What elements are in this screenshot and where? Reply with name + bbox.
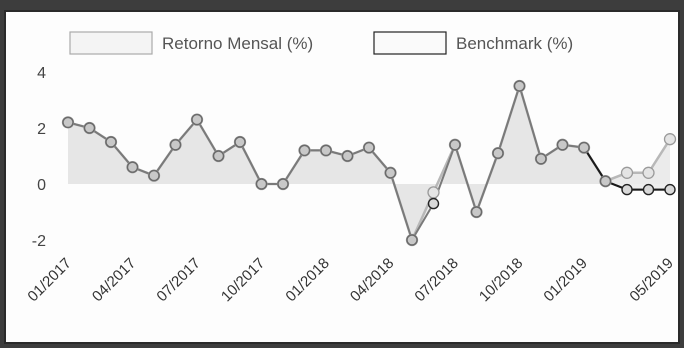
legend-label-2: Benchmark (%) — [456, 34, 573, 53]
benchmark-point — [578, 141, 590, 154]
benchmark-point — [664, 183, 676, 196]
legend-label-1: Retorno Mensal (%) — [162, 34, 313, 53]
x-tick-label: 01/2019 — [540, 255, 590, 305]
benchmark-point — [535, 153, 547, 165]
benchmark-point — [492, 147, 504, 159]
benchmark-point — [255, 178, 268, 190]
benchmark-point — [298, 144, 311, 157]
benchmark-point — [556, 139, 569, 151]
retorno-point — [642, 166, 655, 179]
legend-swatch-1 — [69, 31, 153, 55]
benchmark-point — [470, 206, 483, 218]
benchmark-point — [83, 122, 96, 134]
benchmark-point — [363, 141, 375, 154]
retorno-point — [620, 166, 634, 179]
x-tick-label: 04/2018 — [347, 255, 397, 305]
benchmark-point — [234, 136, 246, 148]
benchmark-point — [384, 167, 397, 179]
benchmark-point — [513, 80, 526, 92]
benchmark-point — [126, 161, 139, 173]
retorno-point — [427, 186, 440, 199]
benchmark-point — [406, 234, 418, 246]
benchmark-point — [427, 197, 440, 210]
benchmark-point — [449, 139, 461, 151]
benchmark-point — [277, 178, 289, 190]
benchmark-point — [642, 183, 655, 196]
benchmark-area — [68, 86, 670, 240]
x-tick-label: 01/2018 — [282, 255, 332, 305]
benchmark-point — [169, 139, 182, 151]
benchmark-point — [148, 169, 160, 182]
benchmark-point — [191, 113, 203, 126]
benchmark-point — [62, 116, 74, 129]
y-tick-label: 4 — [37, 65, 46, 82]
chart-frame: Retorno Mensal (%) Benchmark (%) -2 0 2 4 01/2… — [4, 10, 680, 344]
x-tick-label: 10/2018 — [476, 255, 526, 305]
benchmark-point — [599, 175, 612, 187]
benchmark-point — [320, 144, 332, 157]
x-tick-label: 01/2017 — [24, 255, 74, 305]
benchmark-point — [621, 183, 633, 196]
x-tick-label: 10/2017 — [218, 255, 268, 305]
benchmark-point — [212, 150, 225, 162]
x-tick-label: 07/2018 — [411, 255, 461, 305]
y-tick-label: -2 — [32, 233, 46, 250]
x-tick-label: 07/2017 — [153, 255, 203, 305]
retorno-point — [663, 133, 677, 146]
x-tick-label: 05/2019 — [626, 255, 676, 305]
benchmark-point — [341, 150, 354, 162]
y-tick-label: 2 — [37, 121, 46, 138]
x-tick-label: 04/2017 — [89, 255, 139, 305]
benchmark-point — [105, 136, 117, 148]
y-tick-label: 0 — [37, 177, 46, 194]
legend-swatch-2 — [373, 31, 447, 55]
monthly-return-chart: Retorno Mensal (%) Benchmark (%) -2 0 2 4 01/2… — [24, 31, 677, 305]
